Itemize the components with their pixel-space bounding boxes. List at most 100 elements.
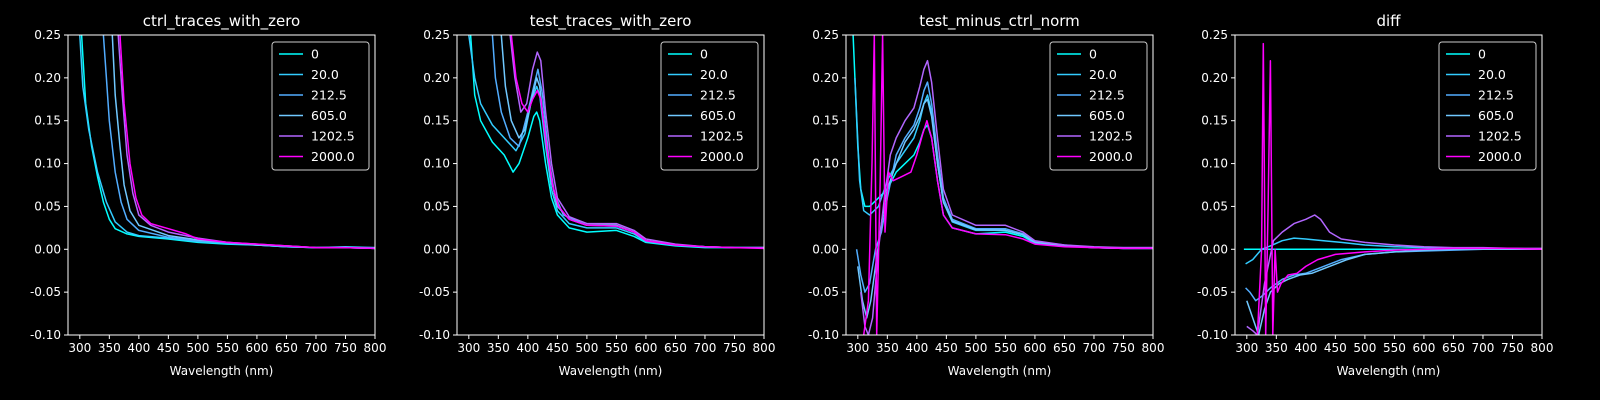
legend-label: 605.0 (311, 108, 347, 123)
y-tick-label: 0.20 (423, 71, 450, 85)
chart-panel-3: test_minus_ctrl_norm 300 350 400 450 500 550 60… (808, 12, 1165, 378)
x-tick-label: 300 (1235, 341, 1258, 355)
y-tick-label: -0.10 (1197, 328, 1228, 342)
y-tick-label: -0.10 (419, 328, 450, 342)
legend-label: 2000.0 (311, 149, 355, 164)
legend-label: 20.0 (311, 67, 339, 82)
legend-label: 20.0 (700, 67, 728, 82)
series-line-2000.0 (1256, 42, 1542, 335)
legend-label: 0 (1089, 47, 1097, 62)
legend-label: 20.0 (1089, 67, 1117, 82)
chart-title: test_traces_with_zero (530, 12, 692, 31)
x-tick-label: 400 (127, 341, 150, 355)
y-tick-label: -0.05 (419, 285, 450, 299)
x-tick-label: 550 (216, 341, 239, 355)
legend-label: 605.0 (1478, 108, 1514, 123)
legend: 0 20.0 212.5 605.0 1202.5 2000.0 (660, 41, 759, 171)
y-tick-label: -0.10 (30, 328, 61, 342)
x-tick-label: 550 (994, 341, 1017, 355)
x-tick-label: 800 (753, 341, 776, 355)
legend: 0 20.0 212.5 605.0 1202.5 2000.0 (1049, 41, 1148, 171)
chart-title: test_minus_ctrl_norm (919, 12, 1080, 31)
x-tick-label: 450 (935, 341, 958, 355)
y-tick-label: 0.05 (812, 199, 839, 213)
legend-label: 2000.0 (700, 149, 744, 164)
y-tick-label: 0.25 (812, 28, 839, 42)
x-tick-label: 350 (1265, 341, 1288, 355)
legend-label: 212.5 (1089, 88, 1125, 103)
legend-label: 0 (1478, 47, 1486, 62)
legend: 0 20.0 212.5 605.0 1202.5 2000.0 (271, 41, 370, 171)
x-tick-label: 700 (305, 341, 328, 355)
legend-label: 212.5 (1478, 88, 1514, 103)
x-tick-label: 650 (1053, 341, 1076, 355)
legend-label: 1202.5 (311, 129, 355, 144)
x-tick-label: 650 (1442, 341, 1465, 355)
series-line-1202.5 (1246, 214, 1542, 335)
y-tick-label: 0.00 (34, 242, 61, 256)
x-tick-label: 500 (186, 341, 209, 355)
legend-label: 1202.5 (700, 129, 744, 144)
y-tick-label: 0.05 (1201, 199, 1228, 213)
y-tick-label: 0.00 (423, 242, 450, 256)
y-tick-label: 0.10 (423, 157, 450, 171)
plot-frame (67, 34, 376, 336)
legend-label: 605.0 (700, 108, 736, 123)
y-tick-label: 0.25 (34, 28, 61, 42)
legend: 0 20.0 212.5 605.0 1202.5 2000.0 (1438, 41, 1537, 171)
y-tick-label: -0.05 (30, 285, 61, 299)
legend-label: 2000.0 (1478, 149, 1522, 164)
series-group (468, 35, 764, 250)
x-tick-label: 750 (723, 341, 746, 355)
series-line-0 (469, 35, 764, 249)
legend-label: 0 (311, 47, 319, 62)
y-tick-label: 0.00 (812, 242, 839, 256)
legend-label: 605.0 (1089, 108, 1125, 123)
x-tick-label: 700 (694, 341, 717, 355)
y-tick-label: 0.00 (1201, 242, 1228, 256)
legend-label: 20.0 (1478, 67, 1506, 82)
plot-frame (456, 34, 765, 336)
legend-label: 212.5 (700, 88, 736, 103)
x-tick-label: 700 (1472, 341, 1495, 355)
x-tick-label: 550 (605, 341, 628, 355)
x-tick-label: 650 (275, 341, 298, 355)
x-tick-label: 500 (575, 341, 598, 355)
series-line-20.0 (1245, 237, 1542, 265)
x-tick-label: 450 (546, 341, 569, 355)
chart-title: ctrl_traces_with_zero (143, 12, 300, 31)
x-tick-label: 400 (905, 341, 928, 355)
series-line-2000.0 (510, 35, 764, 250)
y-tick-label: 0.05 (423, 199, 450, 213)
x-tick-label: 450 (157, 341, 180, 355)
x-axis-label: Wavelength (nm) (948, 364, 1052, 378)
x-tick-label: 800 (1531, 341, 1554, 355)
x-tick-label: 600 (634, 341, 657, 355)
y-tick-label: 0.15 (423, 114, 450, 128)
x-tick-label: 300 (457, 341, 480, 355)
y-tick-label: 0.15 (1201, 114, 1228, 128)
plot-frame (1234, 34, 1543, 336)
plot-frame (845, 34, 1154, 336)
chart-title: diff (1376, 12, 1401, 30)
x-tick-label: 750 (334, 341, 357, 355)
y-tick-label: -0.05 (1197, 285, 1228, 299)
legend-label: 1202.5 (1478, 129, 1522, 144)
x-tick-label: 550 (1383, 341, 1406, 355)
x-tick-label: 400 (1294, 341, 1317, 355)
x-tick-label: 300 (846, 341, 869, 355)
series-group (1243, 42, 1542, 335)
x-tick-label: 500 (964, 341, 987, 355)
series-line-2000.0 (862, 35, 1153, 335)
x-tick-label: 650 (664, 341, 687, 355)
x-axis-label: Wavelength (nm) (170, 364, 274, 378)
x-tick-label: 700 (1083, 341, 1106, 355)
y-tick-label: 0.20 (34, 71, 61, 85)
y-tick-label: 0.25 (1201, 28, 1228, 42)
y-tick-label: 0.05 (34, 199, 61, 213)
series-line-2000.0 (119, 35, 375, 250)
y-tick-label: 0.15 (34, 114, 61, 128)
x-axis-label: Wavelength (nm) (559, 364, 663, 378)
legend-label: 0 (700, 47, 708, 62)
y-tick-label: -0.05 (808, 285, 839, 299)
